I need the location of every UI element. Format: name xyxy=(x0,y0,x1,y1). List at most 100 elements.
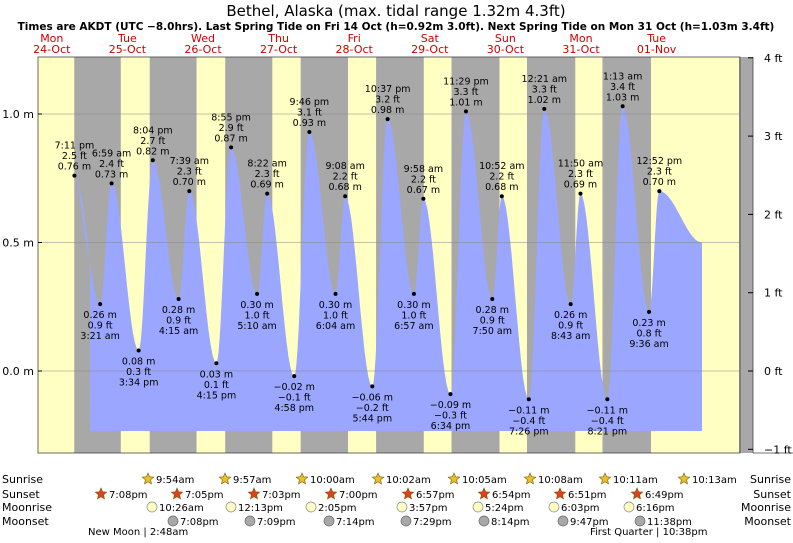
moonrise-time: 10:26am xyxy=(159,503,204,514)
tide-time-label: 9:36 am xyxy=(629,339,668,350)
sunset-time: 6:51pm xyxy=(568,490,607,501)
sunset-time: 7:03pm xyxy=(262,490,301,501)
tide-time-label: 5:10 am xyxy=(237,321,276,332)
tide-feet-label: 2.3 ft xyxy=(647,167,672,178)
tide-feet-label: 2.9 ft xyxy=(219,123,244,134)
tide-feet-label: 3.3 ft xyxy=(532,84,557,95)
moonrise-icon xyxy=(548,501,560,513)
tide-meters-label: 0.82 m xyxy=(136,146,169,157)
sunrise-time: 9:57am xyxy=(233,475,271,486)
date-label: 30-Oct xyxy=(487,43,525,56)
tide-meters-label: 0.30 m xyxy=(319,300,352,311)
date-label: 31-Oct xyxy=(562,43,600,56)
day-of-week-label: Wed xyxy=(191,32,215,45)
tide-feet-label: 2.3 ft xyxy=(568,169,593,180)
moonrise-time: 6:16pm xyxy=(636,503,675,514)
moonrise-time: 5:24pm xyxy=(485,503,524,514)
day-of-week-label: Tue xyxy=(117,32,137,45)
moonrise-icon xyxy=(623,501,635,513)
tide-time-label: 9:46 pm xyxy=(290,97,330,108)
date-label: 28-Oct xyxy=(336,43,374,56)
moonrise-icon xyxy=(146,501,158,513)
tide-meters-label: 0.68 m xyxy=(328,182,361,193)
sunrise-icon xyxy=(141,472,155,485)
tide-meters-label: 0.93 m xyxy=(293,118,326,129)
tide-point xyxy=(448,392,453,397)
date-label: 27-Oct xyxy=(260,43,298,56)
tide-feet-label: 3.2 ft xyxy=(375,95,400,106)
moonrise-icon xyxy=(396,501,408,513)
row-label-right: Sunrise xyxy=(750,473,791,486)
tide-feet-label: 0.9 ft xyxy=(558,321,583,332)
tide-meters-label: 1.01 m xyxy=(449,97,482,108)
tide-point xyxy=(605,397,610,402)
tide-meters-label: 0.67 m xyxy=(407,185,440,196)
tide-point xyxy=(385,117,390,122)
tide-meters-label: 0.73 m xyxy=(95,169,128,180)
tide-meters-label: 0.28 m xyxy=(162,305,195,316)
tide-point xyxy=(187,189,192,194)
tide-feet-label: 1.0 ft xyxy=(323,310,348,321)
y-tick-label-left: 0.5 m xyxy=(2,237,34,250)
tide-feet-label: 2.2 ft xyxy=(333,172,358,183)
tide-meters-label: 1.02 m xyxy=(528,95,561,106)
moon-phase-first-quarter: First Quarter | 10:38pm xyxy=(590,527,708,538)
moonset-time: 7:29pm xyxy=(413,517,452,528)
tide-point xyxy=(463,109,468,114)
tide-point xyxy=(499,194,504,199)
tide-meters-label: 0.68 m xyxy=(485,182,518,193)
tide-point xyxy=(490,297,495,302)
day-of-week-label: Mon xyxy=(40,32,63,45)
tide-feet-label: −0.3 ft xyxy=(434,411,467,422)
tide-point xyxy=(421,196,426,201)
tide-time-label: 7:39 am xyxy=(170,156,209,167)
tide-time-label: 9:58 am xyxy=(404,164,443,175)
moonrise-time: 12:13pm xyxy=(238,503,283,514)
tide-time-label: 10:52 am xyxy=(479,161,524,172)
row-label-right: Sunset xyxy=(753,488,791,501)
plot-frame xyxy=(37,56,741,454)
moonrise-icon xyxy=(225,501,237,513)
tide-meters-label: −0.09 m xyxy=(430,400,471,411)
tide-time-label: 11:50 am xyxy=(558,159,603,170)
day-labels: Mon24-OctTue25-OctWed26-OctThu27-OctFri2… xyxy=(33,32,677,56)
tide-point xyxy=(657,189,662,194)
moon-phase-new: New Moon | 2:48am xyxy=(88,527,188,538)
tide-meters-label: 0.28 m xyxy=(476,305,509,316)
sunrise-time: 10:11am xyxy=(613,475,658,486)
tide-meters-label: 0.98 m xyxy=(371,105,404,116)
tide-time-label: 12:52 pm xyxy=(636,156,682,167)
tide-meters-label: −0.06 m xyxy=(352,392,393,403)
tide-point xyxy=(176,297,181,302)
y-tick-label-left: 1.0 m xyxy=(2,108,34,121)
tide-point xyxy=(542,106,547,111)
tide-meters-label: 0.70 m xyxy=(173,177,206,188)
sunrise-time: 9:54am xyxy=(156,475,194,486)
sunset-icon xyxy=(94,487,108,500)
tide-feet-label: 1.0 ft xyxy=(401,310,426,321)
tide-time-label: 7:50 am xyxy=(473,326,512,337)
tide-feet-label: 0.3 ft xyxy=(126,367,151,378)
tide-point xyxy=(333,291,338,296)
tide-feet-label: 0.8 ft xyxy=(637,328,662,339)
tide-meters-label: 0.69 m xyxy=(564,180,597,191)
tide-feet-label: 2.4 ft xyxy=(99,159,124,170)
tide-point xyxy=(307,129,312,134)
tide-time-label: 12:21 am xyxy=(522,74,567,85)
tide-time-label: 3:34 pm xyxy=(119,377,159,388)
tide-meters-label: 0.03 m xyxy=(200,369,233,380)
tide-feet-label: 0.1 ft xyxy=(204,380,229,391)
tide-time-label: 9:08 am xyxy=(325,161,364,172)
tide-time-label: 8:55 pm xyxy=(211,112,251,123)
sunset-icon xyxy=(630,487,644,500)
tide-meters-label: −0.02 m xyxy=(274,382,315,393)
date-label: 01-Nov xyxy=(637,43,677,56)
sunset-icon xyxy=(553,487,567,500)
day-band xyxy=(38,57,46,453)
tide-feet-label: 2.7 ft xyxy=(140,136,165,147)
date-label: 25-Oct xyxy=(109,43,147,56)
sunset-icon xyxy=(324,487,338,500)
y-tick-label-right: 3 ft xyxy=(764,130,783,143)
